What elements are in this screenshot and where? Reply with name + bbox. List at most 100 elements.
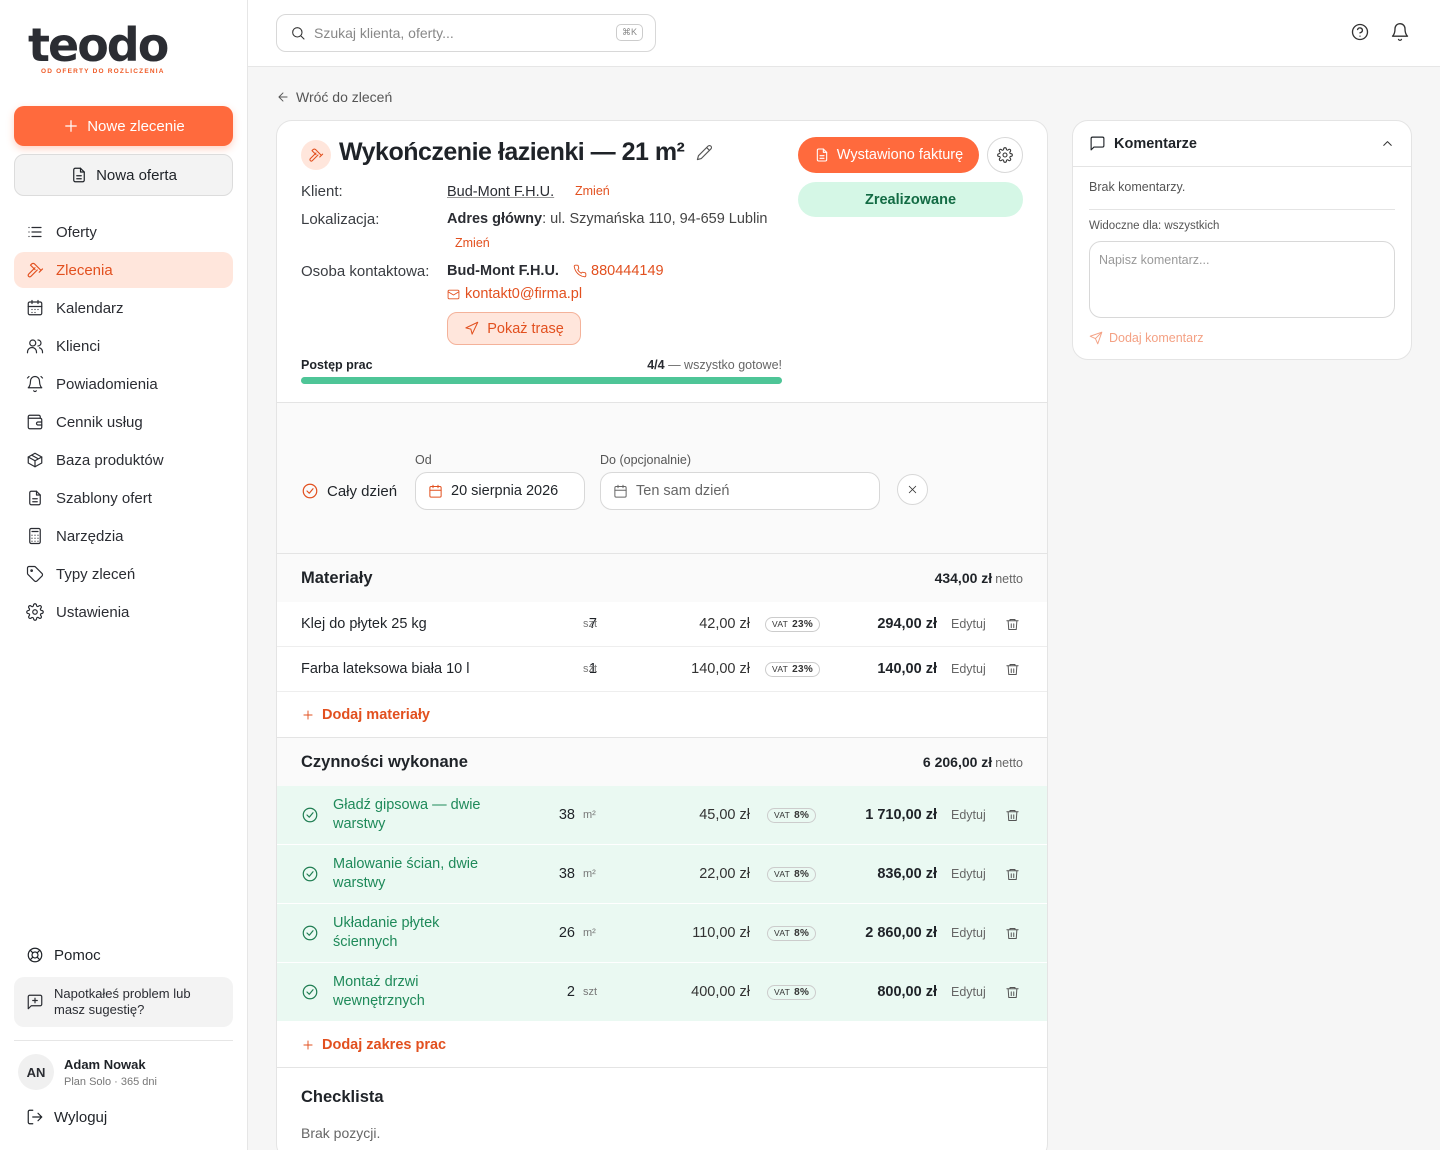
trash-icon[interactable] (1005, 617, 1020, 632)
email-address: kontakt0@firma.pl (465, 286, 583, 302)
change-client-link[interactable]: Zmień (575, 184, 610, 198)
comment-placeholder: Napisz komentarz... (1099, 253, 1210, 267)
works-section: Czynności wykonane 6 206,00 zł netto Gład… (277, 738, 1047, 1068)
trash-icon[interactable] (1005, 985, 1020, 1000)
arrow-left-icon (278, 92, 288, 102)
table-row: Układanie płytek ściennych 26 m² 110,00 … (277, 904, 1047, 963)
chevron-up-icon[interactable] (1380, 136, 1395, 151)
invoice-button[interactable]: Wystawiono fakturę (798, 137, 979, 173)
user-profile[interactable]: AN Adam Nowak Plan Solo · 365 dni (18, 1054, 157, 1090)
status-badge[interactable]: Zrealizowane (798, 182, 1023, 217)
order-settings-button[interactable] (987, 137, 1023, 173)
check-circle-icon[interactable] (301, 865, 319, 883)
trash-icon[interactable] (1005, 662, 1020, 677)
nav-item-clients[interactable]: Klienci (14, 328, 233, 364)
pencil-icon[interactable] (696, 144, 713, 161)
box-icon (27, 452, 43, 468)
nav-item-orders[interactable]: Zlecenia (14, 252, 233, 288)
plus-icon (303, 1039, 313, 1050)
contact-phone[interactable]: 880444149 (573, 263, 664, 279)
logout-label: Wyloguj (54, 1108, 108, 1126)
edit-button[interactable]: Edytuj (951, 867, 986, 881)
phone-icon (573, 264, 587, 278)
work-total: 800,00 zł (877, 984, 937, 1000)
work-qty: 2 (566, 984, 575, 1000)
all-day-checkbox[interactable]: Cały dzień (301, 482, 397, 500)
nav-item-calendar[interactable]: Kalendarz (14, 290, 233, 326)
all-day-label: Cały dzień (327, 482, 398, 500)
work-unit: szt (583, 986, 598, 998)
nav-item-pricelist[interactable]: Cennik usług (14, 404, 233, 440)
wallet-icon (27, 414, 43, 430)
nav-item-templates[interactable]: Szablony ofert (14, 480, 233, 516)
location-prefix: Adres główny (447, 211, 543, 227)
user-name: Adam Nowak (64, 1056, 146, 1072)
clear-dates-button[interactable] (897, 474, 928, 505)
nav-item-tools[interactable]: Narzędzia (14, 518, 233, 554)
feedback-button[interactable]: Napotkałeś problem lub masz sugestię? (14, 977, 233, 1027)
nav-item-offers[interactable]: Oferty (14, 214, 233, 250)
add-work-button[interactable]: Dodaj zakres prac (277, 1022, 1047, 1068)
materials-header: Materiały 434,00 zł netto (277, 554, 1047, 602)
phone-number: 880444149 (591, 263, 664, 279)
nav-label: Szablony ofert (56, 489, 152, 507)
nav-label: Kalendarz (56, 299, 124, 317)
location-address: : ul. Szymańska 110, 94-659 Lublin (542, 211, 768, 227)
nav-label: Oferty (56, 223, 97, 241)
work-qty: 26 (558, 925, 575, 941)
nav-item-notifications[interactable]: Powiadomienia (14, 366, 233, 402)
comment-textarea[interactable]: Napisz komentarz... (1089, 241, 1395, 318)
search-input[interactable]: Szukaj klienta, oferty... ⌘K (276, 14, 656, 52)
item-qty: 1 (588, 661, 597, 677)
back-link[interactable]: Wróć do zleceń (276, 89, 392, 105)
to-date-placeholder: Ten sam dzień (636, 483, 730, 499)
show-route-button[interactable]: Pokaż trasę (447, 312, 581, 345)
contact-email[interactable]: kontakt0@firma.pl (447, 286, 582, 302)
progress-bar (301, 377, 782, 384)
check-circle-icon[interactable] (301, 983, 319, 1001)
tag-icon (26, 565, 44, 583)
change-location-link[interactable]: Zmień (455, 236, 490, 250)
nav-item-products[interactable]: Baza produktów (14, 442, 233, 478)
comments-empty: Brak komentarzy. (1089, 180, 1186, 194)
to-date-field[interactable]: Ten sam dzień (600, 472, 880, 510)
calendar-icon (614, 484, 627, 498)
client-link[interactable]: Bud-Mont F.H.U. (447, 184, 555, 200)
comments-header[interactable]: Komentarze (1073, 121, 1411, 167)
work-unit: m² (583, 927, 596, 939)
new-offer-label: Nowa oferta (96, 166, 177, 184)
nav-label: Powiadomienia (56, 375, 158, 393)
edit-button[interactable]: Edytuj (951, 926, 986, 940)
progress-fill (301, 377, 782, 384)
order-header: Wykończenie łazienki — 21 m² Klient: Bud… (277, 121, 1047, 403)
edit-button[interactable]: Edytuj (951, 808, 986, 822)
trash-icon[interactable] (1005, 926, 1020, 941)
table-row: Klej do płytek 25 kg 7 szt 42,00 zł VAT 2… (277, 602, 1047, 647)
edit-button[interactable]: Edytuj (951, 617, 986, 631)
nav-item-settings[interactable]: Ustawienia (14, 594, 233, 630)
from-date-field[interactable]: 20 sierpnia 2026 (415, 472, 585, 510)
comments-visibility: Widoczne dla: wszystkich (1089, 220, 1220, 232)
logout-button[interactable]: Wyloguj (26, 1108, 107, 1126)
plus-icon (65, 120, 78, 132)
checklist-section: Checklista Brak pozycji. (277, 1068, 1047, 1150)
new-order-button[interactable]: Nowe zlecenie (14, 106, 233, 146)
plus-icon (303, 709, 313, 720)
check-circle-icon[interactable] (301, 924, 319, 942)
help-circle-icon[interactable] (1350, 22, 1370, 42)
check-circle-icon[interactable] (301, 806, 319, 824)
help-link[interactable]: Pomoc (26, 946, 101, 964)
edit-button[interactable]: Edytuj (951, 662, 986, 676)
add-material-button[interactable]: Dodaj materiały (277, 692, 1047, 738)
trash-icon[interactable] (1005, 808, 1020, 823)
new-offer-button[interactable]: Nowa oferta (14, 154, 233, 196)
work-name: Gładź gipsowa — dwie warstwy (333, 797, 481, 832)
add-comment-button[interactable]: Dodaj komentarz (1089, 331, 1204, 345)
trash-icon[interactable] (1005, 867, 1020, 882)
vat-badge: VAT 8% (767, 925, 817, 941)
logo[interactable]: teodo OD OFERTY DO ROZLICZENIA (28, 20, 169, 75)
bell-icon[interactable] (1390, 22, 1410, 42)
nav-item-order-types[interactable]: Typy zleceń (14, 556, 233, 592)
vat-label: VAT (774, 809, 791, 820)
edit-button[interactable]: Edytuj (951, 985, 986, 999)
